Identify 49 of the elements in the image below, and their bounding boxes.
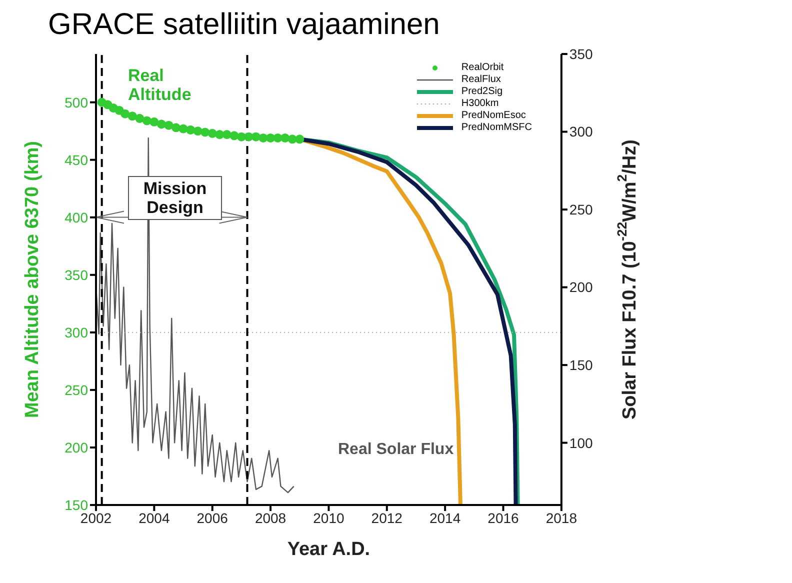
point bbox=[135, 114, 144, 123]
y-tick-label: 500 bbox=[64, 94, 88, 110]
x-tick-label: 2018 bbox=[546, 510, 578, 526]
point bbox=[208, 128, 217, 138]
x-tick-label: 2008 bbox=[254, 510, 286, 526]
legend-label: PredNomEsoc bbox=[461, 110, 526, 122]
point bbox=[222, 130, 232, 140]
legend-label: RealFlux bbox=[461, 74, 501, 86]
line-series bbox=[96, 137, 294, 494]
point bbox=[164, 120, 174, 130]
y-axis-title: Mean Altitude above 6370 (km) bbox=[22, 141, 42, 418]
point bbox=[236, 132, 246, 142]
annotation: Real Solar Flux bbox=[338, 440, 454, 459]
legend-label: Pred2Sig bbox=[461, 86, 503, 98]
point bbox=[280, 133, 290, 142]
y-tick-label: 200 bbox=[64, 439, 88, 456]
x-tick-label: 2004 bbox=[138, 510, 170, 526]
y2-tick-label: 350 bbox=[569, 46, 593, 62]
y-tick-label: 400 bbox=[64, 209, 88, 226]
x-tick-label: 2016 bbox=[488, 510, 520, 526]
y-tick-label: 450 bbox=[64, 152, 88, 168]
y2-tick-label: 200 bbox=[569, 279, 593, 296]
y2-tick-label: 100 bbox=[569, 434, 593, 451]
x-tick-label: 2014 bbox=[429, 510, 461, 526]
x-tick-label: 2010 bbox=[313, 510, 344, 526]
point bbox=[150, 117, 159, 126]
point bbox=[120, 109, 130, 118]
y2-tick-label: 300 bbox=[569, 124, 593, 140]
point bbox=[171, 123, 181, 132]
y2-tick-label: 250 bbox=[569, 201, 593, 218]
point bbox=[266, 133, 276, 142]
y-tick-label: 350 bbox=[64, 266, 88, 283]
x-axis-title: Year A.D. bbox=[287, 539, 370, 560]
point bbox=[251, 132, 261, 142]
legend-label: H300km bbox=[461, 98, 499, 110]
y-tick-label: 250 bbox=[64, 382, 88, 398]
legend-label: PredNomMSFC bbox=[461, 122, 532, 134]
point bbox=[128, 112, 137, 121]
chart-title: GRACE satelliitin vajaaminen bbox=[47, 8, 441, 42]
y-tick-label: 300 bbox=[64, 324, 88, 340]
y2-tick-label: 150 bbox=[569, 357, 593, 374]
x-tick-label: 2006 bbox=[196, 510, 228, 526]
point bbox=[186, 125, 196, 134]
annotation: Mission Design bbox=[128, 176, 222, 220]
x-tick-label: 2012 bbox=[371, 510, 403, 526]
legend-label: RealOrbit bbox=[461, 62, 504, 74]
point bbox=[295, 134, 304, 144]
point bbox=[156, 120, 166, 129]
annotation: Real Altitude bbox=[128, 66, 192, 104]
